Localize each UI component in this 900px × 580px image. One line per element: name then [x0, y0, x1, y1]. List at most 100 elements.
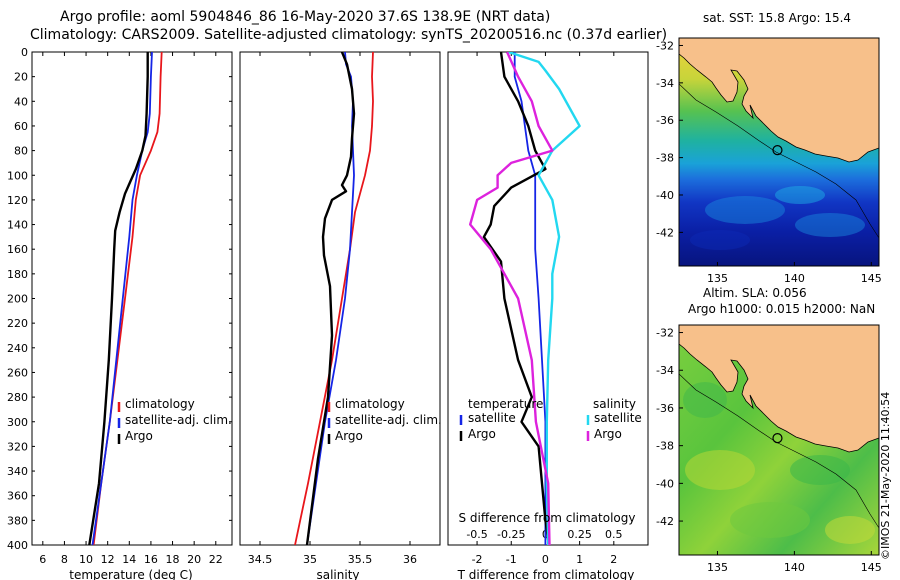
difference-xlabel: T difference from climatology — [457, 568, 635, 580]
map-y-tick-label: -34 — [656, 364, 674, 377]
legend-t-argo-label: Argo — [468, 427, 496, 441]
title-line2: Climatology: CARS2009. Satellite-adjuste… — [30, 27, 667, 43]
map-x-tick-label: 135 — [707, 561, 728, 574]
legend-satellite-label: satellite-adj. clim. — [125, 413, 232, 427]
map-x-tick-label: 135 — [707, 272, 728, 285]
temperature-x-ticks: 6 8 10 12 14 16 18 20 22 — [39, 52, 223, 566]
map-y-tick-label: -36 — [656, 114, 674, 127]
sla-argo-location-marker — [772, 433, 783, 444]
x-tick-label: 10 — [79, 553, 93, 566]
x-tick-label: -1 — [506, 553, 517, 566]
map-x-tick-label: 145 — [861, 272, 882, 285]
s-diff-tick-label: 0.5 — [605, 528, 623, 541]
x-tick-label: 1 — [576, 553, 583, 566]
depth-tick-label: 160 — [7, 243, 28, 256]
map-y-tick-label: -42 — [656, 226, 674, 239]
salinity-legend: climatology satellite-adj. clim. Argo — [327, 397, 442, 444]
difference-series — [469, 52, 581, 545]
x-tick-label: 12 — [101, 553, 115, 566]
depth-tick-label: 20 — [14, 71, 28, 84]
depth-tick-label: 320 — [7, 440, 28, 453]
legend-climatology-label: climatology — [125, 397, 195, 411]
map-y-tick-label: -40 — [656, 189, 674, 202]
x-tick-label: 34.5 — [248, 553, 273, 566]
depth-tick-label: 180 — [7, 268, 28, 281]
series-salinity-satellite-line — [508, 52, 581, 545]
s-diff-tick-label: -0.5 — [466, 528, 487, 541]
title-line1: Argo profile: aoml 5904846_86 16-May-202… — [60, 9, 550, 25]
x-tick-label: 35.5 — [348, 553, 373, 566]
depth-tick-label: 240 — [7, 342, 28, 355]
map-y-tick-label: -38 — [656, 440, 674, 453]
series-argo-line — [305, 52, 356, 545]
map-y-tick-label: -32 — [656, 39, 674, 52]
x-tick-label: 20 — [187, 553, 201, 566]
temperature-series — [88, 52, 163, 545]
temperature-panel: 6 8 10 12 14 16 18 20 22 02040608010012014016018… — [7, 46, 648, 580]
x-tick-label: 16 — [144, 553, 158, 566]
map-y-tick-label: -32 — [656, 327, 674, 340]
salinity-x-ticks: 34.5 35 35.5 36 — [248, 52, 417, 566]
depth-tick-label: 0 — [21, 46, 28, 59]
sla-map-title-line1: Altim. SLA: 0.056 — [703, 286, 807, 300]
temperature-legend: climatology satellite-adj. clim. Argo — [117, 397, 232, 444]
depth-tick-label: 220 — [7, 317, 28, 330]
temperature-xlabel: temperature (deg C) — [69, 568, 192, 580]
depth-tick-label: 280 — [7, 391, 28, 404]
sst-ocean-texture — [690, 186, 865, 250]
x-tick-label: 8 — [61, 553, 68, 566]
x-tick-label: 6 — [39, 553, 46, 566]
sst-map-frame — [678, 37, 880, 267]
series-temperature-satellite-line — [513, 52, 547, 545]
sla-map-ticks: 135 140 145 -32 -34 -36 -38 -40 -42 — [656, 327, 882, 574]
s-diff-tick-label: 0.25 — [567, 528, 592, 541]
sst-map-title: sat. SST: 15.8 Argo: 15.4 — [703, 11, 851, 25]
legend-s-satellite-label: satellite — [594, 411, 642, 425]
depth-tick-label: 120 — [7, 194, 28, 207]
depth-tick-label: 260 — [7, 366, 28, 379]
difference-legend: temperature salinity satellite Argo sate… — [459, 397, 642, 441]
sst-map: sat. SST: 15.8 Argo: 15.4 135 140 145 -32 -3… — [656, 11, 882, 285]
x-tick-label: 22 — [209, 553, 223, 566]
x-tick-label: 14 — [122, 553, 136, 566]
series-climatology-line — [294, 52, 374, 545]
map-x-tick-label: 145 — [861, 561, 882, 574]
depth-tick-label: 140 — [7, 219, 28, 232]
series-salinity-argo-line — [469, 52, 554, 545]
series-satellite-adj-clim--line — [91, 52, 153, 545]
sla-land — [679, 325, 879, 453]
depth-tick-label: 200 — [7, 293, 28, 306]
sla-shelf-contour — [679, 373, 879, 529]
sst-shelf-contour — [679, 83, 879, 239]
legend-climatology-label: climatology — [335, 397, 405, 411]
sla-map: Altim. SLA: 0.056 Argo h1000: 0.015 h200… — [656, 286, 882, 574]
sla-map-title-line2: Argo h1000: 0.015 h2000: NaN — [688, 302, 875, 316]
salinity-xlabel: salinity — [316, 568, 359, 580]
legend-salinity-heading: salinity — [593, 397, 636, 411]
map-y-tick-label: -34 — [656, 77, 674, 90]
temperature-axes-frame — [31, 51, 233, 546]
map-x-tick-label: 140 — [784, 561, 805, 574]
salinity-axes-frame — [239, 51, 441, 546]
salinity-panel: 34.5 35 35.5 36 salinity climatology satell… — [239, 51, 442, 580]
depth-tick-label: 340 — [7, 465, 28, 478]
x-tick-label: -2 — [472, 553, 483, 566]
depth-tick-label: 300 — [7, 416, 28, 429]
x-tick-label: 0 — [542, 553, 549, 566]
depth-tick-label: 360 — [7, 490, 28, 503]
s-difference-label: S difference from climatology — [459, 511, 636, 525]
sst-argo-location-marker — [772, 145, 783, 156]
map-y-tick-label: -36 — [656, 402, 674, 415]
series-temperature-argo-line — [482, 52, 551, 545]
depth-tick-label: 400 — [7, 539, 28, 552]
map-x-tick-label: 140 — [784, 272, 805, 285]
legend-argo-label: Argo — [335, 429, 363, 443]
x-tick-label: 35 — [303, 553, 317, 566]
depth-tick-label: 100 — [7, 169, 28, 182]
legend-argo-label: Argo — [125, 429, 153, 443]
legend-satellite-label: satellite-adj. clim. — [335, 413, 442, 427]
map-y-tick-label: -38 — [656, 152, 674, 165]
depth-tick-label: 380 — [7, 514, 28, 527]
legend-temperature-heading: temperature — [468, 397, 543, 411]
depth-tick-label: 80 — [14, 145, 28, 158]
